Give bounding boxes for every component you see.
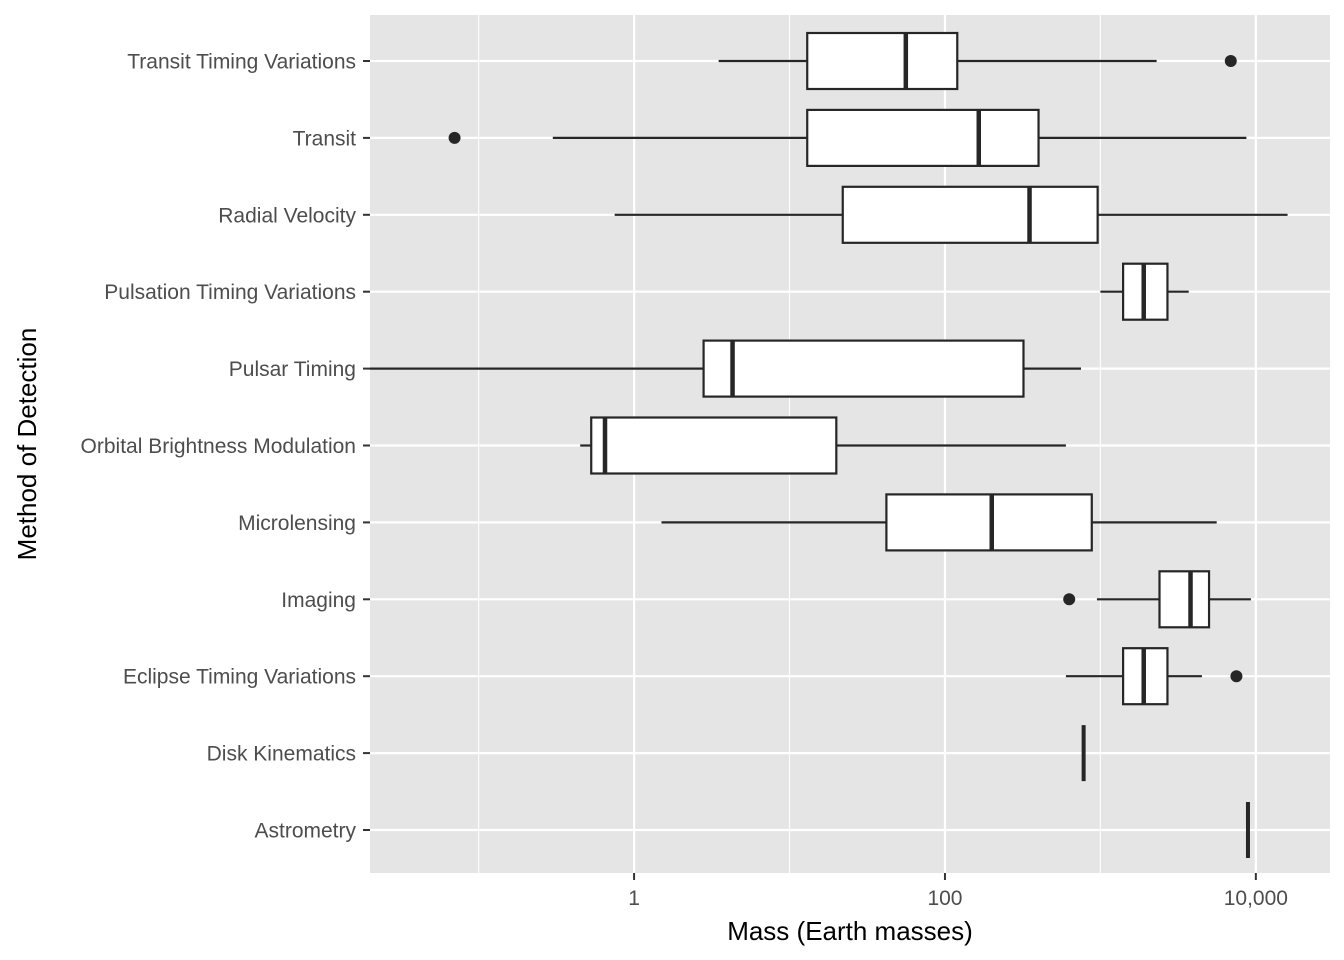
boxplot <box>718 31 1237 91</box>
box-iqr <box>1158 570 1211 629</box>
outlier-point <box>1224 55 1237 67</box>
y-tick-label: Astrometry <box>254 820 356 843</box>
boxplot <box>1065 647 1243 706</box>
y-axis-title: Method of Detection <box>12 328 42 561</box>
x-tick-label: 10,000 <box>1224 887 1288 910</box>
box-iqr <box>885 493 1093 552</box>
y-tick-label: Transit Timing Variations <box>127 51 356 74</box>
box-iqr <box>702 339 1025 398</box>
outlier-point <box>448 131 461 144</box>
x-tick-label: 1 <box>628 887 640 910</box>
box-iqr <box>806 108 1040 168</box>
boxplot <box>580 416 1066 475</box>
y-tick-label: Radial Velocity <box>218 204 356 227</box>
boxplot <box>448 108 1247 168</box>
boxplots <box>370 31 1288 858</box>
x-axis: 1 100 10,000 <box>628 873 1288 910</box>
y-tick-label: Eclipse Timing Variations <box>123 666 356 689</box>
boxplot <box>1063 570 1251 629</box>
y-tick-label: Imaging <box>281 589 356 612</box>
box-iqr <box>841 185 1099 244</box>
outlier-point <box>1230 670 1243 683</box>
y-tick-label: Microlensing <box>238 512 356 535</box>
boxplot <box>1100 262 1189 321</box>
boxplot <box>614 185 1288 244</box>
y-tick-label: Transit <box>293 127 357 150</box>
y-axis: Astrometry Disk Kinematics Eclipse Timing … <box>81 51 370 843</box>
x-tick-label: 100 <box>927 887 962 910</box>
boxplot <box>370 339 1081 398</box>
y-tick-label: Pulsation Timing Variations <box>104 281 356 304</box>
y-tick-label: Disk Kinematics <box>207 743 356 766</box>
box-iqr <box>806 31 959 91</box>
x-axis-title: Mass (Earth masses) <box>727 916 973 946</box>
y-tick-label: Pulsar Timing <box>229 358 356 381</box>
boxplot <box>661 493 1217 552</box>
y-tick-label: Orbital Brightness Modulation <box>81 435 356 458</box>
box-iqr <box>590 416 838 475</box>
outlier-point <box>1063 593 1076 606</box>
